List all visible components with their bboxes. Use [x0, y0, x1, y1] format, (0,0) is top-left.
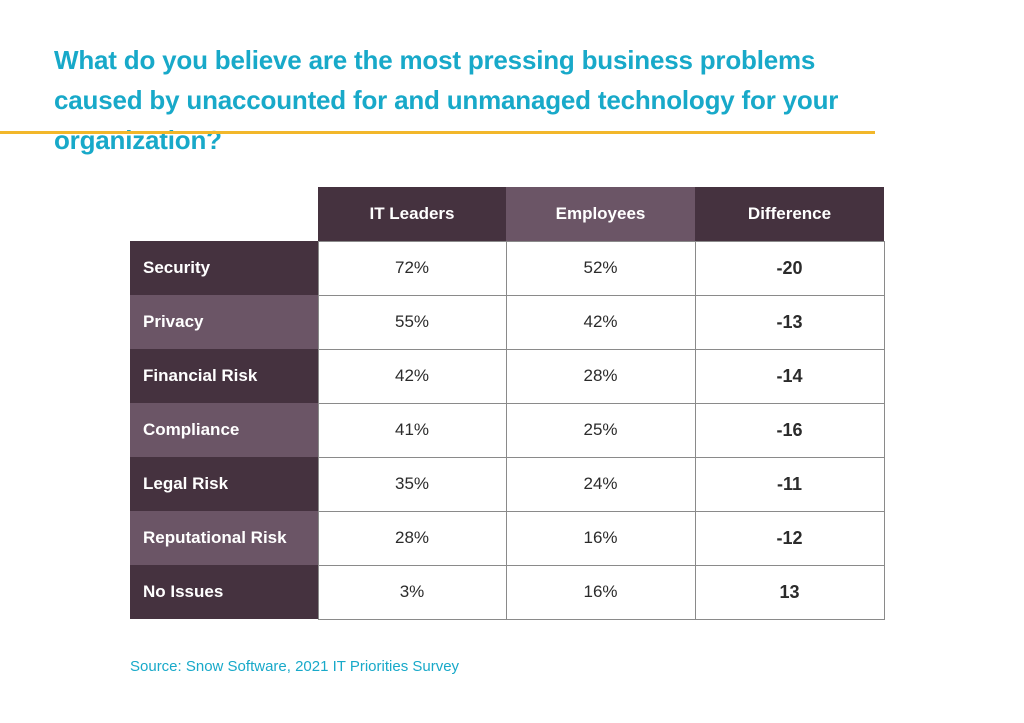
- column-header-it-leaders: IT Leaders: [318, 187, 506, 241]
- table-row: Financial Risk 42% 28% -14: [130, 348, 885, 404]
- chart-title: What do you believe are the most pressin…: [54, 45, 839, 155]
- row-label: Legal Risk: [130, 457, 318, 511]
- difference-value: -14: [694, 348, 885, 404]
- difference-value: -11: [694, 456, 885, 512]
- employees-value: 24%: [505, 456, 696, 512]
- table-header-row: IT Leaders Employees Difference: [130, 187, 884, 241]
- difference-value: -12: [694, 510, 885, 566]
- table-body: Security 72% 52% -20 Privacy 55% 42% -13 Financi…: [130, 240, 885, 620]
- it-leaders-value: 72%: [317, 240, 507, 296]
- it-leaders-value: 3%: [317, 564, 507, 620]
- employees-value: 28%: [505, 348, 696, 404]
- it-leaders-value: 42%: [317, 348, 507, 404]
- table-row: Security 72% 52% -20: [130, 240, 885, 296]
- employees-value: 52%: [505, 240, 696, 296]
- column-header-employees: Employees: [506, 187, 695, 241]
- it-leaders-value: 35%: [317, 456, 507, 512]
- it-leaders-value: 28%: [317, 510, 507, 566]
- row-label: Privacy: [130, 295, 318, 349]
- source-note: Source: Snow Software, 2021 IT Prioritie…: [130, 658, 460, 675]
- table-row: Reputational Risk 28% 16% -12: [130, 510, 885, 566]
- row-label: Compliance: [130, 403, 318, 457]
- difference-value: -20: [694, 240, 885, 296]
- employees-value: 42%: [505, 294, 696, 350]
- difference-value: 13: [694, 564, 885, 620]
- it-leaders-value: 41%: [317, 402, 507, 458]
- title-underline: [0, 131, 875, 134]
- difference-value: -13: [694, 294, 885, 350]
- column-header-difference: Difference: [695, 187, 884, 241]
- header-blank-cell: [130, 187, 318, 241]
- survey-table: IT Leaders Employees Difference Security…: [130, 187, 885, 620]
- table-row: Legal Risk 35% 24% -11: [130, 456, 885, 512]
- table-row: Compliance 41% 25% -16: [130, 402, 885, 458]
- row-label: Reputational Risk: [130, 511, 318, 565]
- table-row: Privacy 55% 42% -13: [130, 294, 885, 350]
- difference-value: -16: [694, 402, 885, 458]
- row-label: No Issues: [130, 565, 318, 619]
- employees-value: 25%: [505, 402, 696, 458]
- employees-value: 16%: [505, 564, 696, 620]
- row-label: Security: [130, 241, 318, 295]
- table-row: No Issues 3% 16% 13: [130, 564, 885, 620]
- employees-value: 16%: [505, 510, 696, 566]
- row-label: Financial Risk: [130, 349, 318, 403]
- it-leaders-value: 55%: [317, 294, 507, 350]
